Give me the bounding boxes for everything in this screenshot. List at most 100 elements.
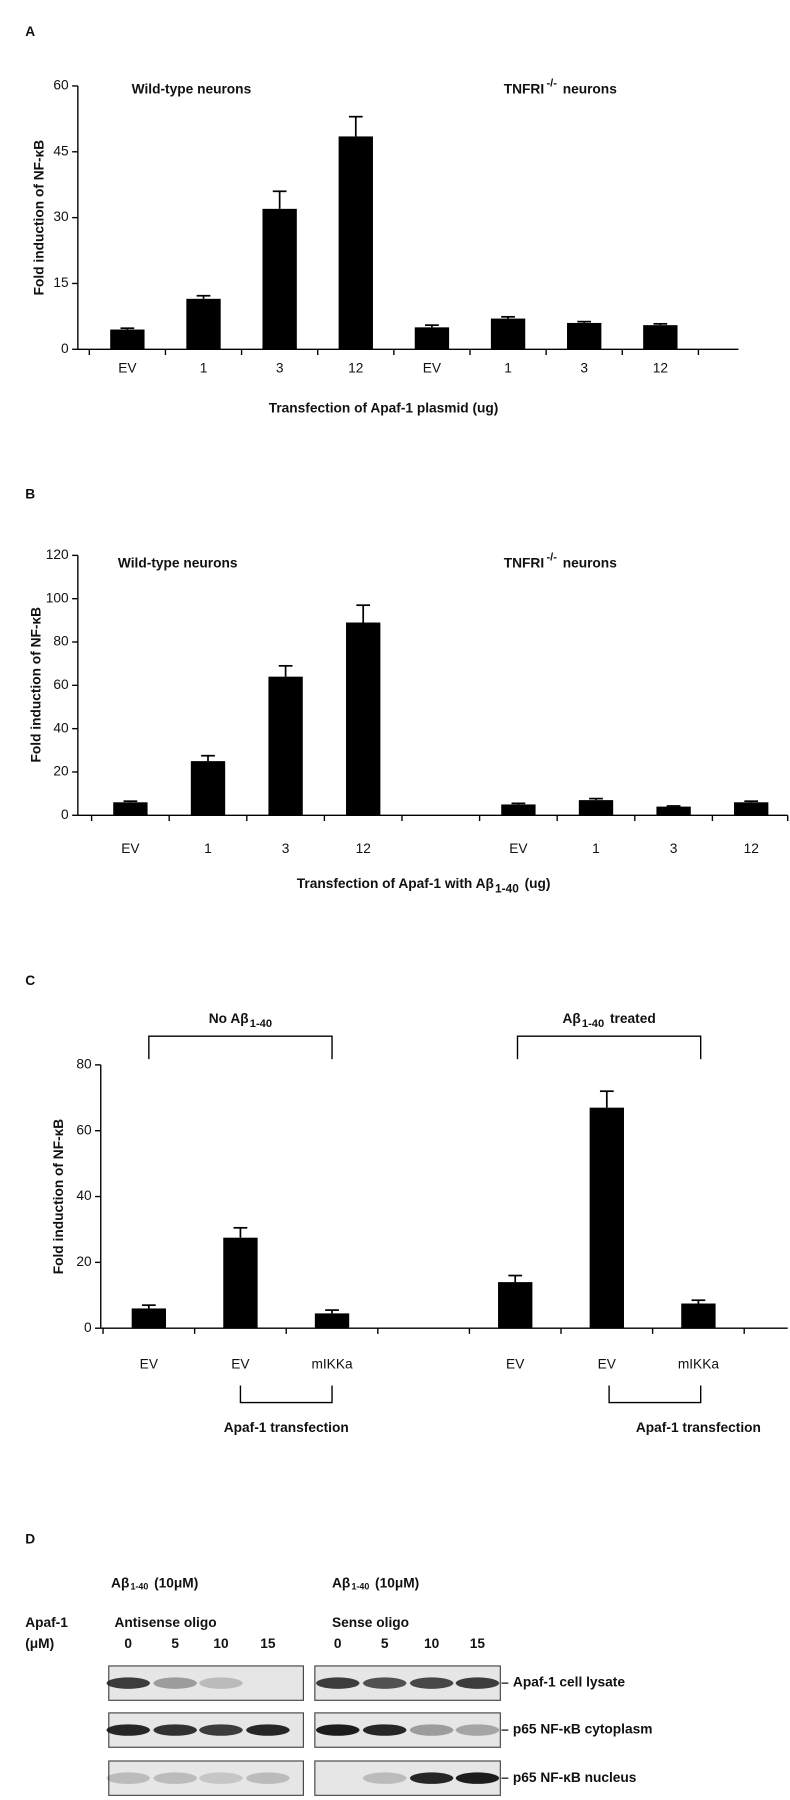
y-tick-label: 120 [46, 547, 69, 562]
text-part: treated [610, 1011, 656, 1026]
row-label: Apaf-1 cell lysate [513, 1675, 625, 1690]
x-tick-label: 12 [356, 841, 371, 856]
group-label: Sense oligo [332, 1615, 409, 1630]
y-tick-label: 60 [76, 1122, 92, 1137]
y-tick-label: 20 [53, 764, 69, 779]
lane-label: 0 [124, 1636, 132, 1651]
blot-band [199, 1724, 243, 1736]
bar [346, 622, 381, 816]
dose-label: (μM) [25, 1636, 54, 1651]
lane-label: 10 [213, 1636, 229, 1651]
x-tick-label: mIKKa [678, 1356, 720, 1371]
y-tick-label: 20 [76, 1254, 92, 1269]
bar [681, 1303, 716, 1329]
panel-label: C [25, 973, 35, 988]
blot-band [455, 1772, 500, 1784]
panel-label: A [25, 24, 35, 39]
y-tick-label: 80 [76, 1056, 92, 1071]
y-tick-label: 60 [53, 78, 69, 93]
bar [131, 1308, 167, 1329]
text-part: neurons [563, 555, 617, 570]
text-part: TNFRI [504, 555, 544, 570]
text-part: No Aβ [209, 1011, 249, 1026]
text-part: -/- [546, 551, 557, 563]
y-tick-label: 45 [53, 143, 69, 158]
annotation: Wild-type neurons [132, 81, 252, 96]
x-tick-label: EV [121, 841, 140, 856]
bar [501, 804, 536, 816]
x-tick-label: 3 [580, 360, 588, 375]
x-tick-label: 12 [653, 360, 668, 375]
lane-label: 0 [334, 1636, 342, 1651]
bar [110, 329, 145, 350]
panel-label: D [25, 1532, 35, 1547]
bracket [608, 1385, 702, 1404]
bar [656, 806, 691, 816]
text-part: -/- [546, 77, 557, 89]
row-label: p65 NF-κB nucleus [513, 1770, 637, 1785]
text-part: 1-40 [495, 882, 519, 896]
y-tick-label: 80 [53, 634, 69, 649]
x-tick-label: EV [118, 360, 137, 375]
bar [262, 208, 297, 350]
y-tick-label: 0 [61, 807, 69, 822]
blot-band [455, 1724, 500, 1736]
text-part: (ug) [525, 876, 551, 891]
bar [190, 761, 226, 816]
blot-band [106, 1677, 150, 1689]
annotation: TNFRI -/- neurons [504, 77, 617, 96]
y-axis-title: Fold induction of NF-κB [51, 1119, 66, 1275]
lane-label: 5 [381, 1636, 389, 1651]
y-axis-title: Fold induction of NF-κB [32, 140, 47, 296]
text-part: 1-40 [130, 1582, 148, 1592]
bracket [148, 1035, 333, 1060]
blot-band [199, 1772, 243, 1784]
bracket [516, 1035, 702, 1060]
y-tick-label: 15 [53, 275, 69, 290]
blot-band [153, 1724, 197, 1736]
text-part: TNFRI [504, 81, 544, 96]
bar [338, 136, 373, 350]
x-tick-label: EV [231, 1356, 250, 1371]
blot-band [362, 1677, 407, 1689]
x-tick-label: EV [140, 1356, 159, 1371]
treatment-label: Aβ1-40 (10μM) [111, 1575, 198, 1592]
blot-band [106, 1724, 150, 1736]
bar [223, 1237, 258, 1329]
blot-band [246, 1772, 290, 1784]
text-part: Apaf-1 transfection [636, 1419, 761, 1434]
text-part: 1-40 [582, 1018, 604, 1030]
x-tick-label: EV [598, 1356, 617, 1371]
blot-band [362, 1724, 407, 1736]
bar [314, 1313, 350, 1329]
lane-label: 10 [424, 1636, 440, 1651]
bar [498, 1282, 533, 1329]
x-tick-label: 3 [282, 841, 290, 856]
blot-band [316, 1677, 360, 1689]
annotation: No Aβ1-40 [209, 1011, 272, 1030]
y-tick-label: 40 [53, 720, 69, 735]
blot-band [153, 1772, 197, 1784]
blot-band [199, 1677, 243, 1689]
blot-frame [108, 1760, 304, 1796]
lane-label: 15 [470, 1636, 486, 1651]
text-part: neurons [563, 81, 617, 96]
x-tick-label: 3 [276, 360, 284, 375]
y-tick-label: 60 [53, 677, 69, 692]
x-axis-title: Transfection of Apaf-1 plasmid (ug) [269, 400, 499, 415]
text-part: Aβ [111, 1575, 129, 1590]
x-tick-label: 1 [200, 360, 208, 375]
x-tick-label: 1 [592, 841, 600, 856]
blot-band [106, 1772, 150, 1784]
y-tick-label: 100 [46, 590, 69, 605]
bar [186, 298, 221, 350]
text-part: Aβ [562, 1011, 580, 1026]
y-tick-label: 0 [84, 1320, 92, 1335]
x-tick-label: EV [506, 1356, 525, 1371]
x-tick-label: 12 [348, 360, 363, 375]
row-label: p65 NF-κB cytoplasm [513, 1722, 653, 1737]
panel-label: B [25, 486, 35, 501]
blot-band [246, 1724, 290, 1736]
